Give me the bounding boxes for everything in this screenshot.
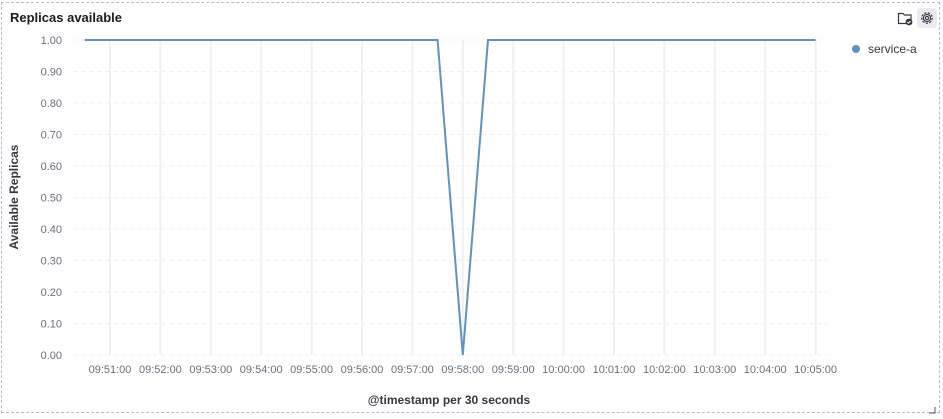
series-layer (84, 39, 816, 356)
y-axis-ticks: 0.00 0.10 0.20 0.30 0.40 0.50 0.60 0.70 0.80 0.90… (41, 35, 62, 362)
y-tick-label: 0.70 (41, 130, 62, 142)
x-tick-label: 09:52:00 (139, 364, 182, 376)
y-axis-title: Available Replicas (7, 144, 21, 249)
grid-lines (73, 39, 828, 356)
x-tick-label: 09:56:00 (341, 364, 384, 376)
x-tick-label: 09:55:00 (290, 364, 333, 376)
y-tick-label: 1.00 (41, 35, 62, 47)
legend-item-service-a[interactable]: service-a (852, 42, 917, 56)
legend: service-a (852, 42, 917, 56)
legend-label: service-a (868, 42, 917, 56)
x-tick-label: 10:01:00 (593, 364, 636, 376)
y-tick-label: 0.80 (41, 98, 62, 110)
y-tick-label: 0.20 (41, 287, 62, 299)
y-tick-label: 0.60 (41, 161, 62, 173)
gear-icon[interactable] (917, 8, 937, 28)
x-tick-label: 10:02:00 (643, 364, 686, 376)
y-tick-label: 0.90 (41, 67, 62, 79)
x-tick-label: 09:54:00 (240, 364, 283, 376)
x-tick-label: 09:51:00 (89, 364, 132, 376)
x-axis-title: @timestamp per 30 seconds (368, 393, 531, 407)
x-tick-label: 10:04:00 (744, 364, 787, 376)
series-line-service-a (84, 39, 816, 356)
x-axis-ticks: 09:51:00 09:52:00 09:53:00 09:54:00 09:55:00… (89, 364, 837, 376)
legend-swatch (852, 45, 860, 53)
x-tick-label: 09:53:00 (189, 364, 232, 376)
y-tick-label: 0.10 (41, 319, 62, 331)
y-tick-label: 0.30 (41, 256, 62, 268)
y-tick-label: 0.00 (41, 350, 62, 362)
x-tick-label: 10:00:00 (542, 364, 585, 376)
resize-handle-icon[interactable] (928, 401, 936, 414)
x-tick-label: 09:58:00 (441, 364, 484, 376)
x-tick-label: 09:57:00 (391, 364, 434, 376)
x-tick-label: 10:03:00 (693, 364, 736, 376)
panel-title: Replicas available (10, 10, 123, 25)
x-tick-label: 09:59:00 (492, 364, 535, 376)
folder-check-icon[interactable] (895, 8, 915, 28)
y-tick-label: 0.50 (41, 193, 62, 205)
visualization-panel: Replicas available (1, 2, 940, 414)
x-tick-label: 10:05:00 (794, 364, 837, 376)
y-tick-label: 0.40 (41, 224, 62, 236)
